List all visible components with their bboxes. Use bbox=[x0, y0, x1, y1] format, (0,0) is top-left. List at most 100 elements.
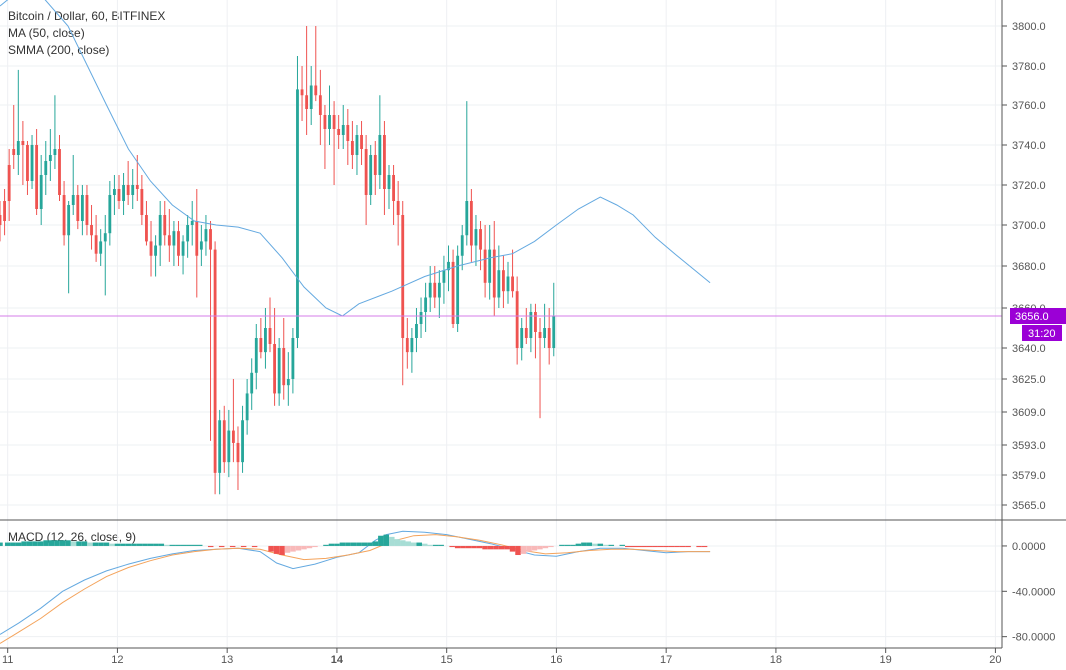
indicator-lines bbox=[0, 0, 1002, 644]
candle-body bbox=[181, 241, 185, 256]
candle-body bbox=[167, 235, 171, 246]
candle-body bbox=[126, 185, 130, 195]
histogram-bar bbox=[592, 543, 598, 546]
histogram-bar bbox=[515, 545, 521, 556]
candle-body bbox=[383, 135, 386, 189]
histogram-bar bbox=[454, 545, 461, 549]
candle-body bbox=[378, 135, 382, 175]
candle-body bbox=[296, 89, 299, 339]
ma-line bbox=[0, 0, 711, 317]
histogram-bar bbox=[487, 545, 494, 550]
histogram-bar bbox=[394, 539, 401, 546]
histogram-bar bbox=[581, 542, 587, 546]
histogram-bar bbox=[438, 544, 444, 546]
time-tick-label: 17 bbox=[660, 654, 672, 666]
histogram-bar bbox=[482, 545, 488, 550]
histogram-bar bbox=[493, 545, 499, 550]
candle-body bbox=[483, 249, 487, 283]
candle-body bbox=[479, 229, 482, 250]
histogram-bar bbox=[400, 540, 406, 546]
histogram-bar bbox=[619, 544, 626, 546]
candle-body bbox=[268, 328, 272, 344]
candle-body bbox=[428, 282, 432, 298]
candle-body bbox=[250, 372, 254, 394]
histogram-bar bbox=[290, 545, 296, 552]
histogram-bar bbox=[251, 545, 258, 548]
price-tick-label: 3700.0 bbox=[1012, 220, 1046, 232]
candle-body bbox=[177, 231, 180, 256]
candle-body bbox=[145, 215, 148, 242]
candle-body bbox=[543, 328, 547, 338]
histogram-bar bbox=[378, 535, 384, 546]
candle-body bbox=[94, 235, 98, 254]
candle-body bbox=[58, 149, 61, 195]
histogram-bar bbox=[334, 543, 340, 546]
candle-body bbox=[492, 249, 496, 298]
histogram-bar bbox=[186, 544, 192, 546]
histogram-bar bbox=[597, 543, 604, 546]
time-tick-label: 13 bbox=[221, 654, 233, 666]
price-tick-label: 3800.0 bbox=[1012, 21, 1046, 33]
candle-body bbox=[149, 241, 153, 256]
candle-body bbox=[341, 125, 345, 135]
candle-body bbox=[300, 89, 304, 96]
candle-body bbox=[199, 241, 203, 250]
histogram-bar bbox=[498, 545, 505, 550]
candle-body bbox=[227, 430, 231, 463]
histogram-bar bbox=[405, 541, 412, 546]
time-tick-label: 16 bbox=[550, 654, 562, 666]
candle-body bbox=[30, 145, 34, 181]
price-tick-label: 3640.0 bbox=[1012, 343, 1046, 355]
histogram-bar bbox=[520, 545, 527, 554]
histogram-bar bbox=[65, 540, 71, 546]
candle-body bbox=[323, 115, 327, 129]
candle-body bbox=[35, 145, 39, 209]
candle-body bbox=[67, 205, 71, 236]
candle-body bbox=[469, 201, 473, 246]
macd-histogram bbox=[0, 534, 708, 556]
candle-body bbox=[538, 332, 542, 338]
histogram-bar bbox=[229, 545, 236, 548]
histogram-bar bbox=[641, 545, 647, 548]
histogram-bar bbox=[372, 541, 379, 546]
candle-body bbox=[534, 312, 537, 332]
histogram-bar bbox=[361, 542, 368, 546]
histogram-bar bbox=[504, 545, 510, 550]
candle-body bbox=[213, 249, 217, 473]
histogram-bar bbox=[306, 545, 313, 549]
candle-body bbox=[474, 229, 478, 246]
candle-body bbox=[396, 201, 400, 215]
time-tick-label: 11 bbox=[2, 654, 13, 666]
ma-legend[interactable]: MA (50, close) bbox=[8, 26, 85, 40]
countdown-tag bbox=[1022, 325, 1062, 341]
macd-tick-label: -80.0000 bbox=[1012, 632, 1055, 644]
signal-line bbox=[0, 534, 711, 644]
histogram-bar bbox=[542, 545, 549, 549]
candle-body bbox=[346, 125, 350, 141]
macd-legend[interactable]: MACD (12, 26, close, 9) bbox=[8, 530, 137, 544]
candle-body bbox=[337, 129, 341, 135]
candle-body bbox=[117, 189, 121, 201]
histogram-bar bbox=[136, 543, 143, 546]
candle-body bbox=[309, 85, 313, 109]
histogram-bar bbox=[0, 542, 3, 546]
candle-body bbox=[90, 225, 93, 236]
histogram-bar bbox=[4, 542, 11, 546]
candle-body bbox=[369, 155, 373, 195]
histogram-bar bbox=[432, 544, 439, 546]
candle-body bbox=[85, 195, 89, 225]
smma-legend[interactable]: SMMA (200, close) bbox=[8, 43, 110, 57]
histogram-bar bbox=[59, 540, 66, 546]
grid-lines bbox=[0, 0, 1002, 648]
candle-body bbox=[433, 282, 437, 298]
candle-body bbox=[328, 115, 331, 129]
histogram-bar bbox=[548, 545, 554, 548]
candle-body bbox=[282, 348, 286, 386]
histogram-bar bbox=[114, 543, 121, 546]
price-tick-label: 3565.0 bbox=[1012, 500, 1046, 512]
candle-body bbox=[286, 379, 290, 386]
histogram-bar bbox=[328, 543, 335, 546]
price-tags: 3656.0 31:20 bbox=[1010, 308, 1066, 341]
histogram-bar bbox=[411, 542, 417, 546]
